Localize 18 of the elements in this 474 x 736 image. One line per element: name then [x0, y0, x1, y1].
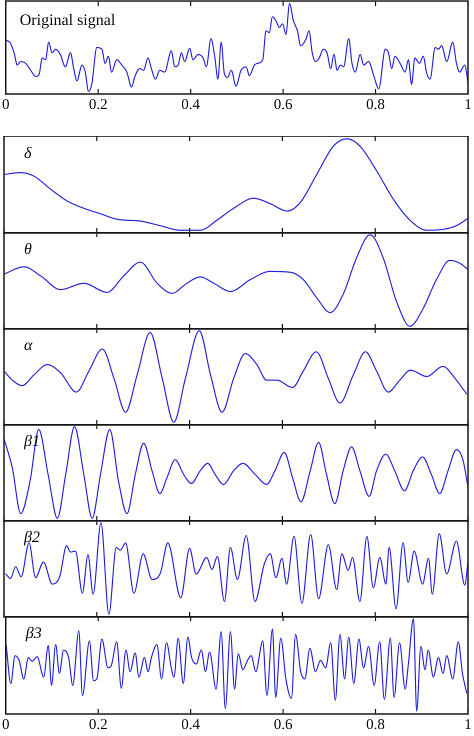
x-tick-label: 0.2 [88, 716, 108, 733]
x-tick-label: 0.2 [88, 96, 108, 113]
x-tick-label: 1 [464, 96, 472, 113]
text: Original signal [20, 12, 116, 30]
chart-title: α [24, 337, 33, 354]
x-tick-label: 0.6 [274, 716, 293, 733]
chart-title: β3 [24, 625, 42, 642]
x-tick-label: 0.8 [366, 716, 385, 733]
x-tick-label: 0.4 [181, 96, 201, 113]
x-tick-label: 0.8 [366, 96, 385, 113]
x-tick-label: 1 [464, 716, 472, 733]
chart-title: θ [24, 241, 32, 258]
chart-title: β2 [23, 529, 40, 546]
x-tick-label: 0 [2, 716, 10, 733]
x-tick-label: 0.4 [181, 716, 201, 733]
x-tick-label: 0.6 [274, 96, 293, 113]
x-tick-label: 0 [2, 96, 10, 113]
chart-title: δ [24, 145, 32, 162]
